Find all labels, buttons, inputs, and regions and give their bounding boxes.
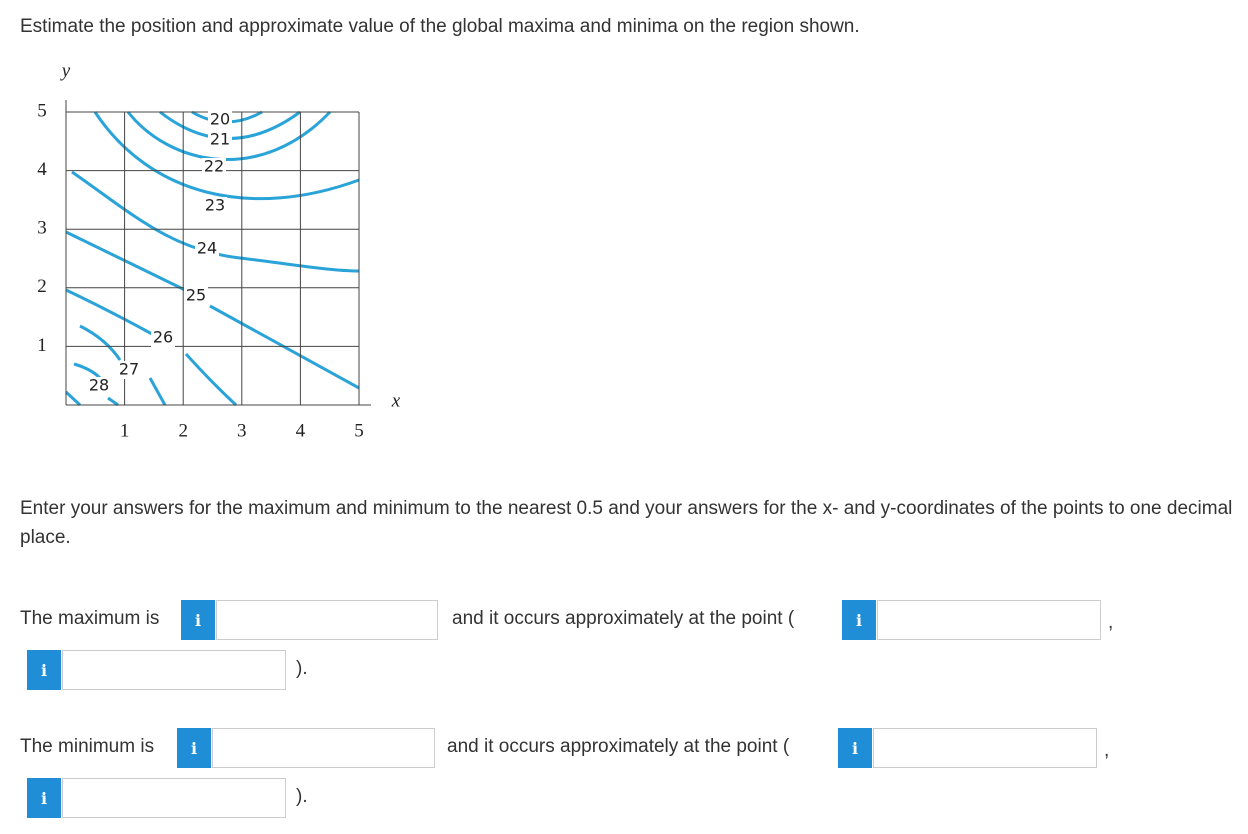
contour-label-bg [208, 111, 232, 129]
contour [79, 324, 167, 406]
close-paren: ). [296, 786, 308, 807]
contour-label: 22 [204, 157, 224, 176]
contour-label-bg [151, 329, 175, 347]
x-input[interactable] [877, 600, 1101, 640]
contour-label-bg [87, 377, 111, 395]
contour [65, 288, 238, 407]
x-tick-label: 4 [296, 420, 306, 441]
x-input[interactable] [873, 728, 1097, 768]
y-tick-label: 1 [37, 335, 47, 356]
contour-label-bg [184, 287, 208, 305]
contour-label: 24 [197, 239, 217, 258]
point-text: and it occurs approximately at the point… [452, 608, 795, 629]
contour-label-bg [203, 197, 227, 215]
y-tick-label: 2 [37, 276, 47, 297]
contour [93, 111, 360, 201]
question: Estimate the position and approximate va… [20, 16, 860, 37]
y-input[interactable] [62, 650, 286, 690]
x-tick-label: 1 [120, 420, 130, 441]
y-tick-label: 5 [37, 100, 47, 121]
answer-label: The maximum is [20, 608, 160, 629]
answer-input[interactable] [216, 600, 438, 640]
contour-label-bg [195, 240, 219, 258]
point-text: and it occurs approximately at the point… [447, 736, 790, 757]
answer-input[interactable] [212, 728, 435, 768]
answer-label: The minimum is [20, 736, 155, 757]
x-axis-label: x [391, 390, 401, 411]
info-button[interactable]: i [842, 600, 876, 640]
separator: , [1108, 612, 1114, 633]
contour-label: 26 [153, 328, 173, 347]
y-tick-label: 4 [37, 159, 47, 180]
contour [64, 362, 119, 407]
x-tick-label: 2 [178, 420, 188, 441]
contour-label: 20 [210, 110, 230, 129]
contour-label: 28 [89, 376, 109, 395]
x-tick-label: 3 [237, 420, 247, 441]
info-button[interactable]: i [27, 650, 61, 690]
contour-label-bg [208, 131, 232, 149]
contour-label-bg [117, 361, 141, 379]
info-button[interactable]: i [181, 600, 215, 640]
contour-label-bg [202, 158, 226, 176]
info-button[interactable]: i [177, 728, 211, 768]
y-axis-label: y [60, 60, 71, 81]
y-tick-label: 3 [37, 218, 47, 239]
contour [65, 230, 360, 390]
close-paren: ). [296, 658, 308, 679]
info-button[interactable]: i [27, 778, 61, 818]
contour [71, 170, 360, 273]
separator: , [1104, 740, 1110, 761]
y-input[interactable] [62, 778, 286, 818]
x-tick-label: 5 [354, 420, 364, 441]
contour-label: 27 [119, 360, 139, 379]
contour-label: 23 [205, 196, 225, 215]
info-button[interactable]: i [838, 728, 872, 768]
contour-label: 21 [210, 130, 230, 149]
instructions: Enter your answers for the maximum and m… [20, 498, 1233, 548]
contour-label: 25 [186, 286, 206, 305]
